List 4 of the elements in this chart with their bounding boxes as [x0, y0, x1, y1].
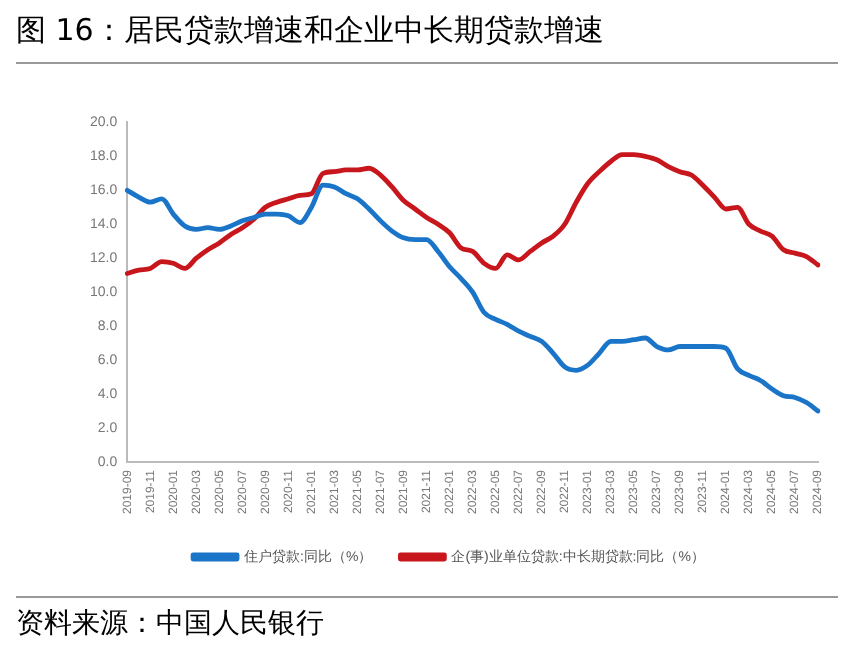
chart-title: 图 16：居民贷款增速和企业中长期贷款增速	[16, 12, 838, 64]
line-series	[124, 182, 821, 414]
line-series	[124, 152, 821, 276]
text: 资料来源：中国人民银行	[16, 596, 838, 642]
